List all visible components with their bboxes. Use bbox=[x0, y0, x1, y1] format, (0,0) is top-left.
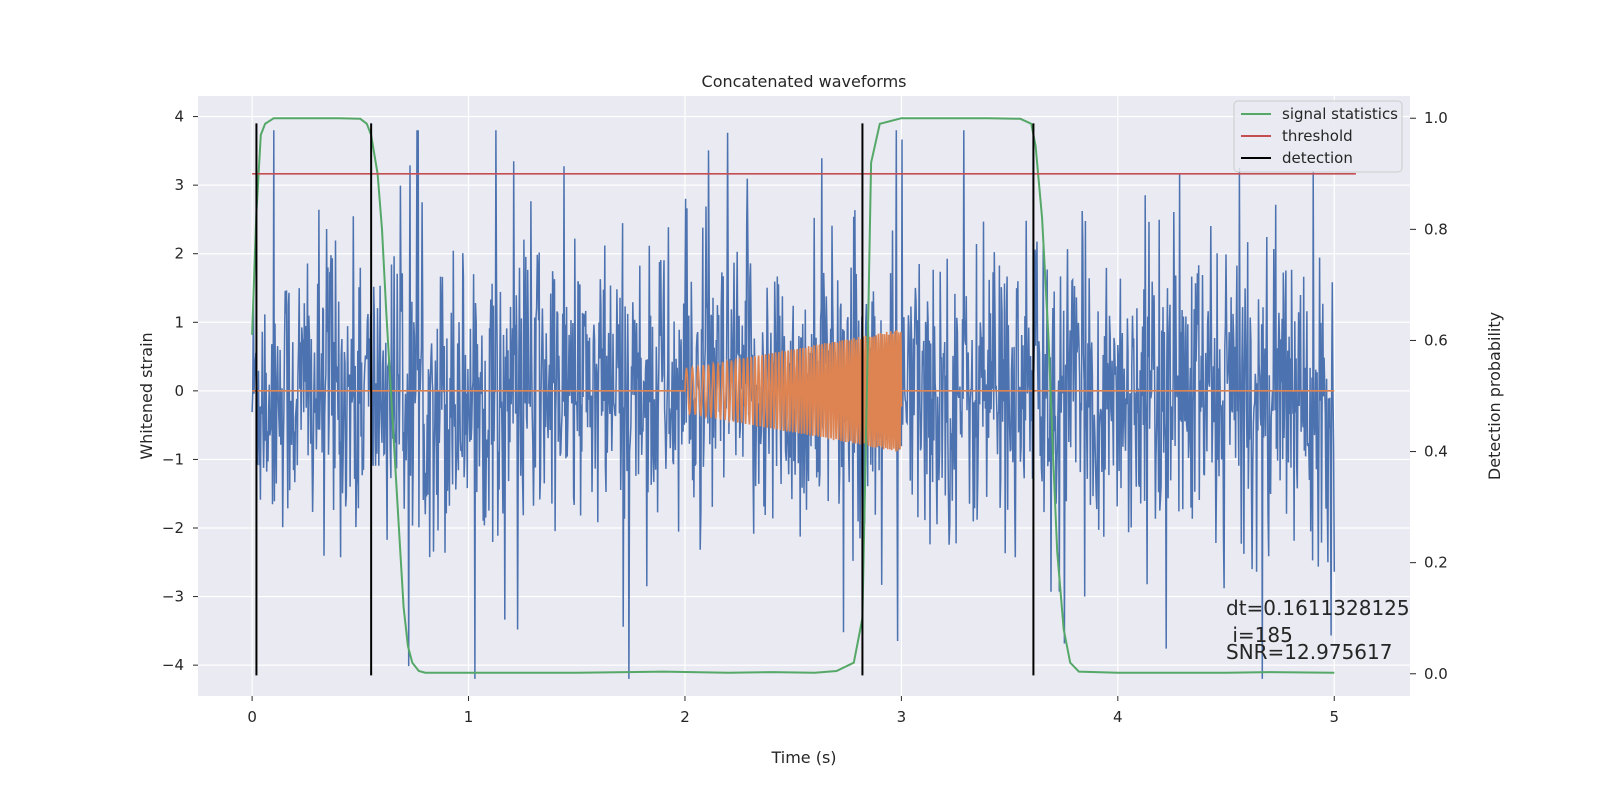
signal-line bbox=[252, 330, 1335, 452]
x-tick-label: 0 bbox=[247, 708, 257, 726]
axis-ticks: 0 1 2 3 4 5 4 3 2 1 0 −1 −2 −3 −4 1.0 0.8 0.6 0.4 0.2 0.0 bbox=[162, 108, 1448, 726]
y-axis-label: Whitened strain bbox=[137, 332, 156, 459]
annotation-index: i=185 bbox=[1226, 623, 1293, 647]
y-tick-label: −2 bbox=[162, 519, 184, 537]
x-tick-label: 1 bbox=[464, 708, 474, 726]
annotation-dt: dt=0.1611328125 bbox=[1226, 596, 1410, 620]
legend-label-threshold: threshold bbox=[1282, 127, 1353, 145]
x-tick-label: 3 bbox=[897, 708, 907, 726]
statistics-series bbox=[251, 117, 1356, 676]
signal-series bbox=[252, 330, 1335, 452]
y-tick-label: 4 bbox=[174, 108, 184, 126]
y-tick-label: 3 bbox=[174, 176, 184, 194]
y-tick-label: −1 bbox=[162, 450, 184, 468]
y2-tick-label: 0.8 bbox=[1424, 220, 1448, 238]
y-tick-label: 2 bbox=[174, 245, 184, 263]
x-tick-label: 5 bbox=[1329, 708, 1339, 726]
x-tick-label: 4 bbox=[1113, 708, 1123, 726]
legend: signal statistics threshold detection bbox=[1233, 100, 1403, 173]
y-tick-label: 0 bbox=[174, 382, 184, 400]
x-tick-label: 2 bbox=[680, 708, 690, 726]
x-axis-label: Time (s) bbox=[770, 748, 836, 767]
noise-line bbox=[251, 130, 1336, 679]
noise-series bbox=[251, 130, 1336, 679]
legend-label-signal-statistics: signal statistics bbox=[1282, 105, 1398, 123]
signal-statistics-line bbox=[251, 117, 1335, 674]
y2-tick-label: 0.6 bbox=[1424, 331, 1448, 349]
legend-label-detection: detection bbox=[1282, 149, 1353, 167]
y2-tick-label: 1.0 bbox=[1424, 109, 1448, 127]
legend-box bbox=[1233, 100, 1403, 173]
annotation-snr: SNR=12.975617 bbox=[1226, 640, 1392, 664]
y-tick-label: −4 bbox=[162, 656, 184, 674]
y-tick-label: 1 bbox=[174, 313, 184, 331]
chart-title: Concatenated waveforms bbox=[702, 72, 907, 91]
y2-tick-label: 0.4 bbox=[1424, 443, 1448, 461]
y2-tick-label: 0.2 bbox=[1424, 554, 1448, 572]
y2-axis-label: Detection probability bbox=[1485, 312, 1504, 480]
y2-tick-label: 0.0 bbox=[1424, 665, 1448, 683]
y-tick-label: −3 bbox=[162, 588, 184, 606]
